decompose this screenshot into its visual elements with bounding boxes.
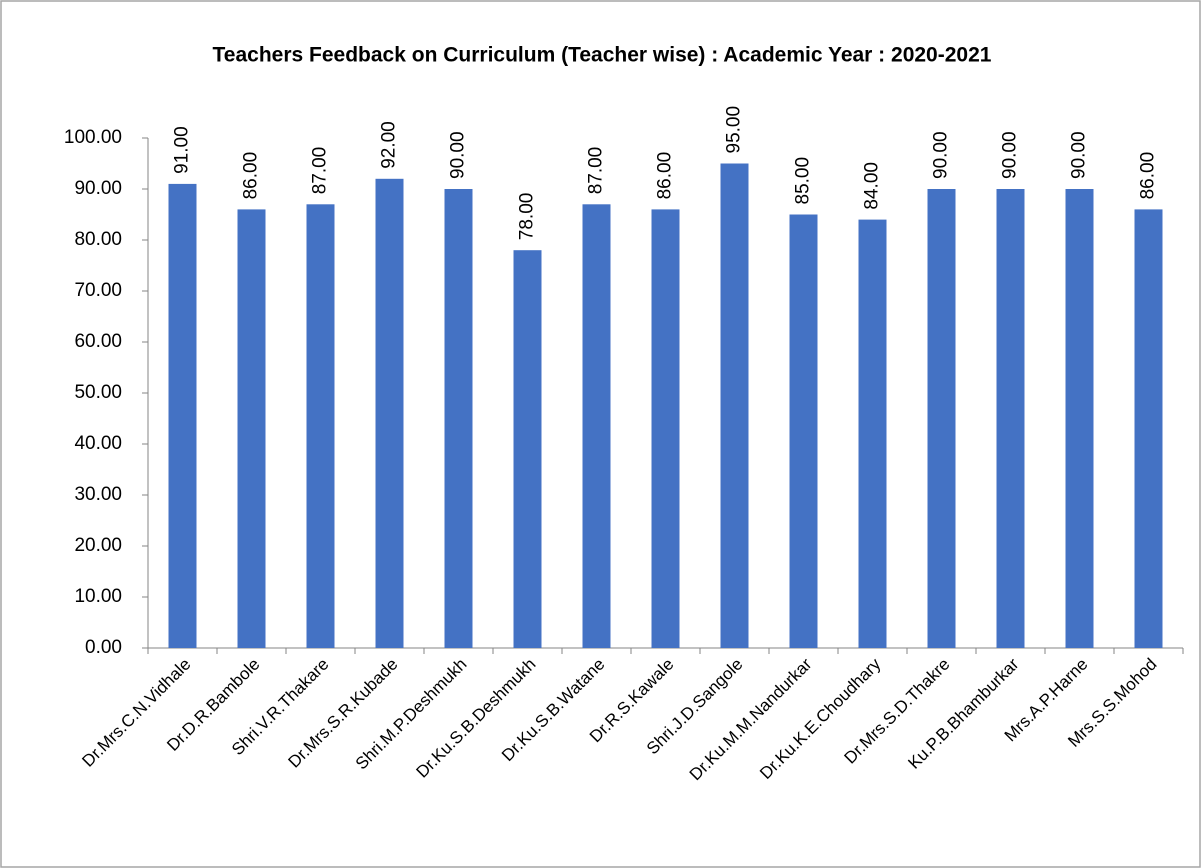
bar [444, 189, 473, 648]
bar [789, 214, 818, 648]
data-label: 90.00 [448, 131, 469, 179]
data-label: 92.00 [379, 121, 400, 169]
bar [1134, 209, 1163, 648]
data-label: 87.00 [310, 147, 331, 195]
bar [927, 189, 956, 648]
bar [237, 209, 266, 648]
data-label: 87.00 [586, 147, 607, 195]
data-label: 95.00 [724, 106, 745, 154]
data-label: 85.00 [793, 157, 814, 205]
data-label: 84.00 [862, 162, 883, 210]
data-label: 90.00 [1069, 131, 1090, 179]
data-label: 86.00 [241, 152, 262, 200]
bar [1065, 189, 1094, 648]
y-tick-label: 70.00 [74, 280, 122, 301]
data-label: 86.00 [655, 152, 676, 200]
y-tick-label: 100.00 [64, 127, 122, 148]
y-tick-label: 20.00 [74, 535, 122, 556]
y-tick-label: 30.00 [74, 484, 122, 505]
data-label: 86.00 [1138, 152, 1159, 200]
data-label: 90.00 [1000, 131, 1021, 179]
bar [651, 209, 680, 648]
y-tick-label: 60.00 [74, 331, 122, 352]
data-label: 91.00 [172, 126, 193, 174]
data-label: 78.00 [517, 193, 538, 241]
bar [513, 250, 542, 648]
bar [168, 183, 197, 648]
y-tick-label: 0.00 [85, 637, 122, 658]
y-tick-label: 40.00 [74, 433, 122, 454]
bar [582, 204, 611, 649]
chart-title: Teachers Feedback on Curriculum (Teacher… [213, 44, 992, 67]
bar [375, 178, 404, 649]
bar [858, 219, 887, 648]
y-tick-label: 10.00 [74, 586, 122, 607]
y-tick-label: 80.00 [74, 229, 122, 250]
bar [306, 204, 335, 649]
y-tick-label: 50.00 [74, 382, 122, 403]
bar [720, 163, 749, 648]
bar [996, 189, 1025, 648]
data-label: 90.00 [931, 131, 952, 179]
y-tick-label: 90.00 [74, 178, 122, 199]
